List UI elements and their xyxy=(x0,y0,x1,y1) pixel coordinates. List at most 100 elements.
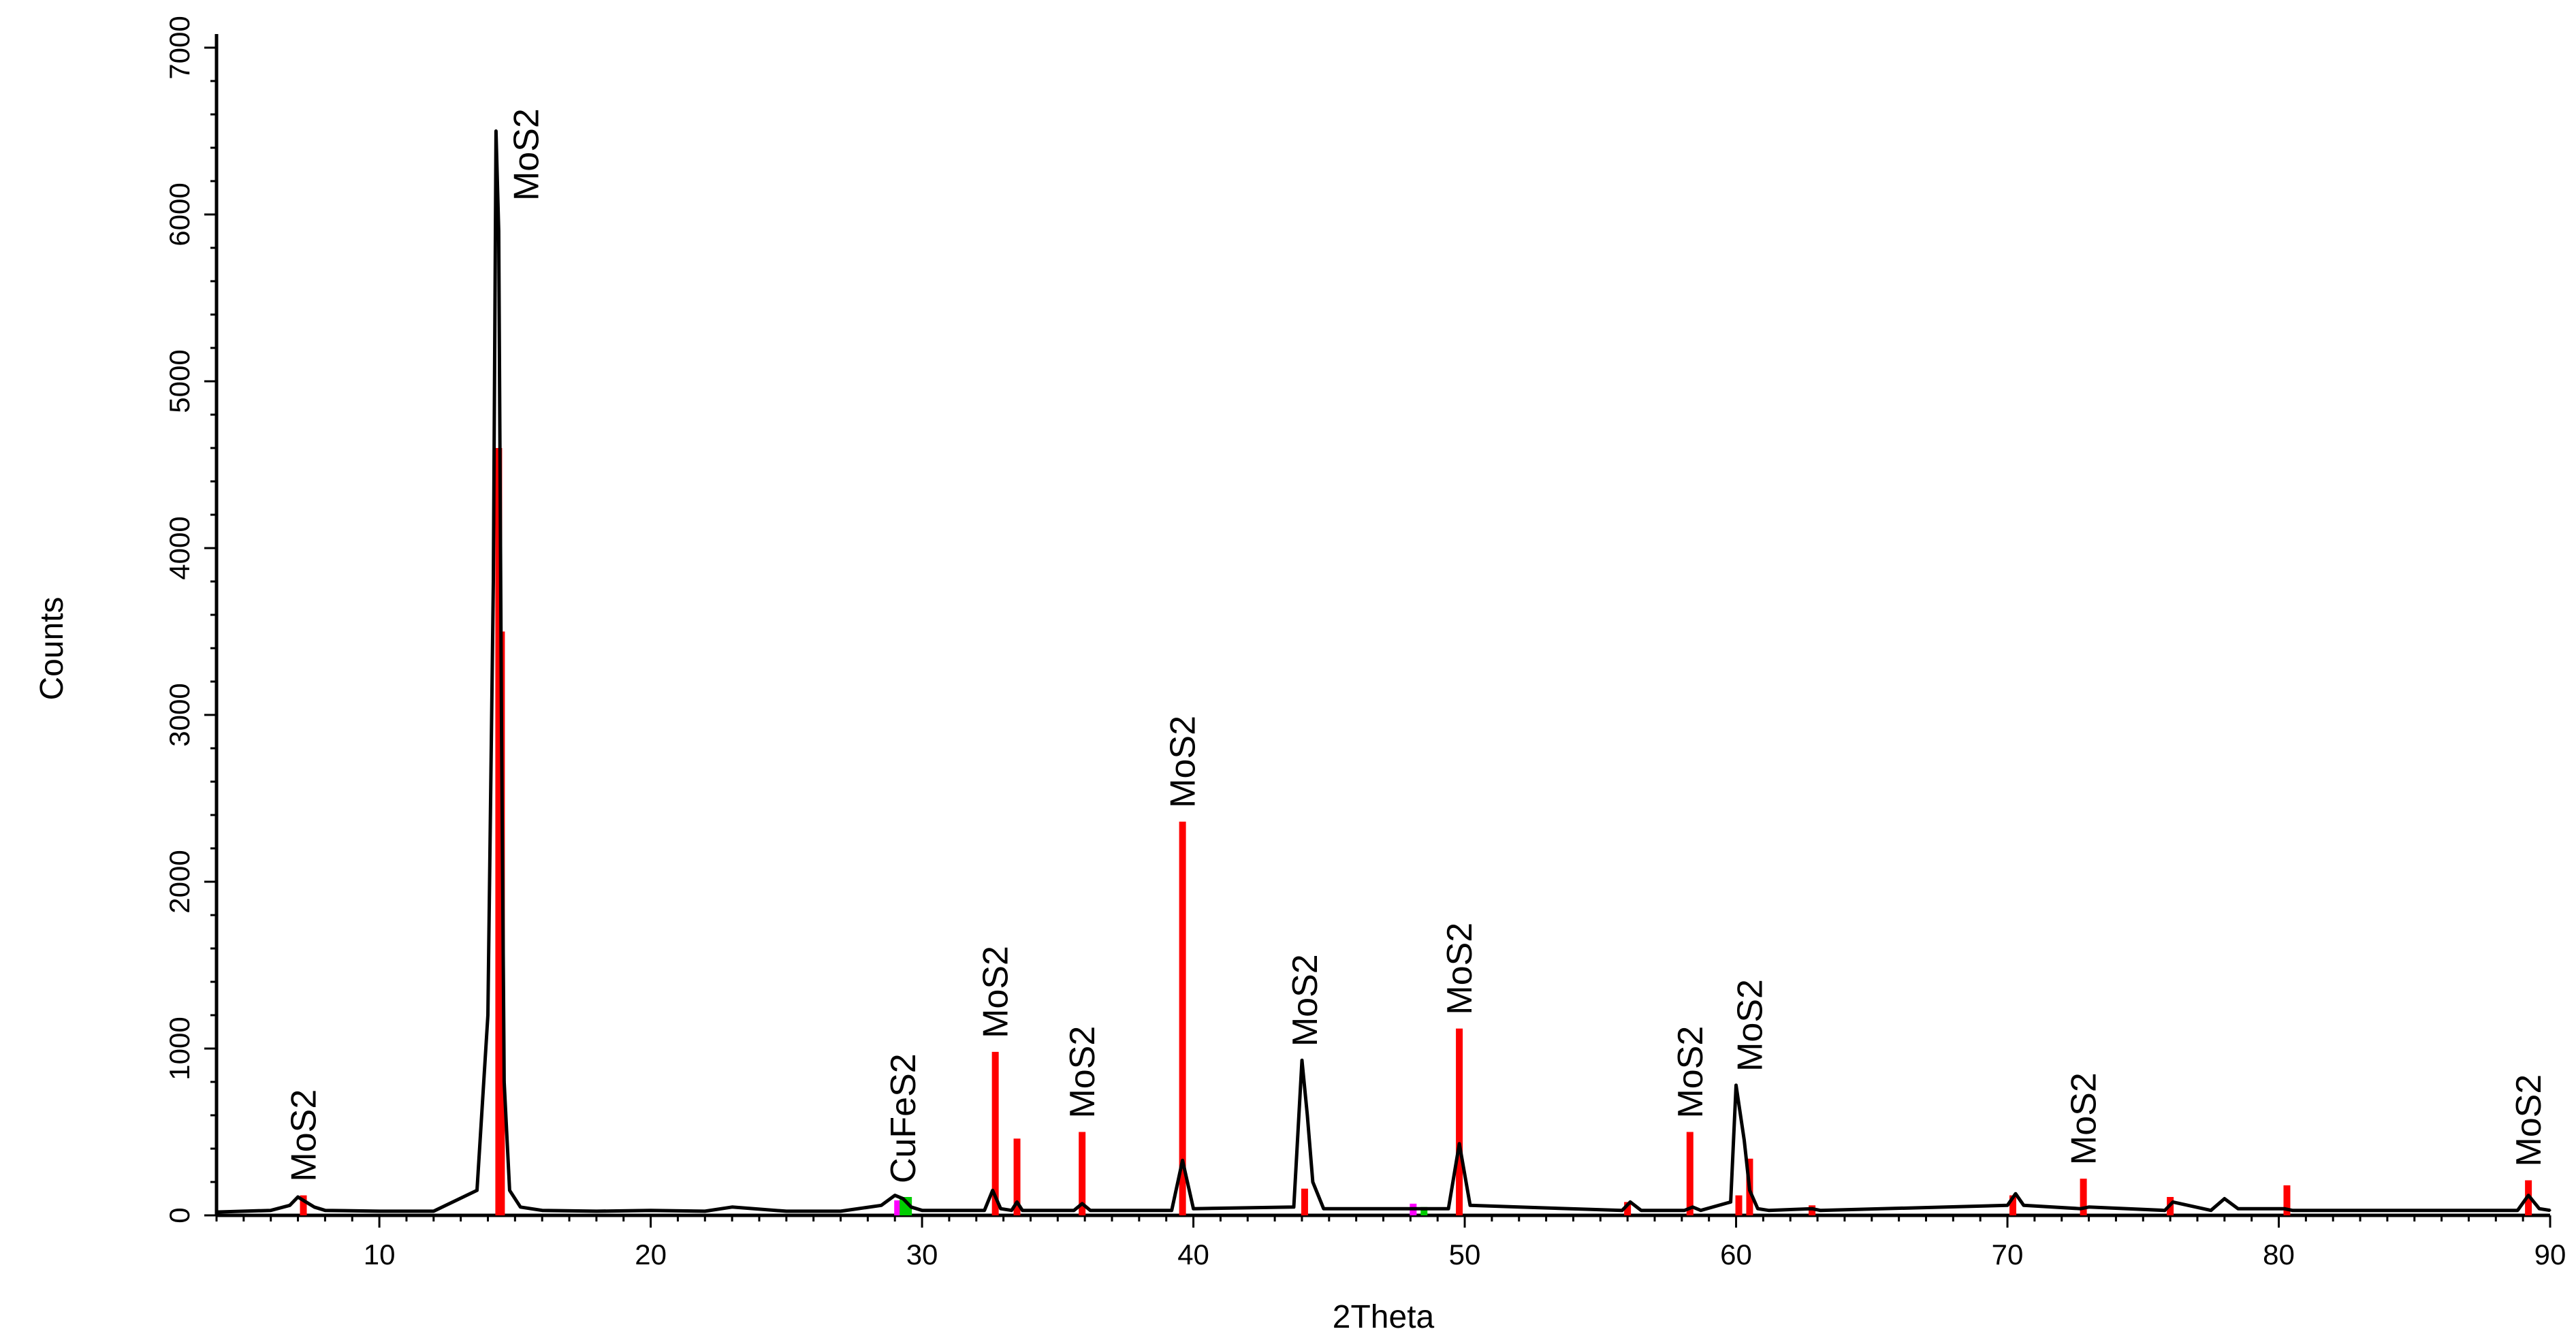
phase-annotation: MoS2 xyxy=(2065,1072,2104,1165)
pattern-point xyxy=(432,1210,435,1213)
pattern-point xyxy=(1171,1209,1173,1212)
y-tick-label: 1000 xyxy=(163,1017,195,1080)
pattern-point xyxy=(840,1210,842,1213)
reference-sticks xyxy=(300,448,2532,1215)
y-ticks: 0 1000 2000 3000 4000 5000 6000 7000 xyxy=(163,16,217,1224)
pattern-point xyxy=(1700,1209,1702,1212)
pattern-point xyxy=(1748,1189,1751,1192)
y-tick-label: 3000 xyxy=(163,683,195,746)
pattern-point xyxy=(1000,1207,1002,1210)
pattern-point xyxy=(2080,1207,2082,1210)
phase-annotation: MoS2 xyxy=(285,1089,324,1182)
x-tick-label: 40 xyxy=(1177,1239,1209,1271)
pattern-point xyxy=(910,1206,912,1209)
pattern-point xyxy=(508,1189,511,1192)
pattern-point xyxy=(983,1209,986,1212)
y-tick-label: 4000 xyxy=(163,516,195,579)
pattern-point xyxy=(650,1209,652,1212)
pattern-point xyxy=(378,1210,381,1213)
pattern-point xyxy=(494,130,497,132)
pattern-point xyxy=(2527,1194,2530,1197)
pattern-point xyxy=(1072,1209,1075,1212)
pattern-point xyxy=(313,1206,315,1209)
pattern-point xyxy=(595,1210,598,1213)
y-tick-label: 0 xyxy=(163,1207,195,1223)
pattern-point xyxy=(1306,1114,1309,1117)
x-tick-label: 20 xyxy=(635,1239,667,1271)
pattern-point xyxy=(1292,1206,1295,1209)
pattern-point xyxy=(2538,1207,2541,1210)
pattern-point xyxy=(1767,1209,1770,1212)
pattern-point xyxy=(1629,1200,1632,1203)
phase-annotation: MoS2 xyxy=(507,108,546,201)
phase-annotation: MoS2 xyxy=(1671,1026,1711,1119)
pattern-point xyxy=(1311,1181,1314,1183)
x-tick-label: 10 xyxy=(364,1239,396,1271)
pattern-point xyxy=(1021,1209,1024,1212)
pattern-point xyxy=(500,714,503,716)
pattern-point xyxy=(1518,1206,1521,1209)
phase-annotation: MoS2 xyxy=(2509,1074,2549,1167)
pattern-point xyxy=(703,1210,706,1213)
pattern-point xyxy=(1192,1207,1195,1210)
pattern-point xyxy=(302,1199,305,1202)
phase-annotation: CuFeS2 xyxy=(884,1053,923,1183)
pattern-point xyxy=(1458,1143,1461,1145)
pattern-point xyxy=(1081,1202,1083,1205)
pattern-point xyxy=(1756,1207,1759,1210)
pattern-point xyxy=(1322,1207,1325,1210)
x-tick-label: 30 xyxy=(906,1239,938,1271)
x-tick-label: 70 xyxy=(1992,1239,2024,1271)
pattern-point xyxy=(476,1189,479,1192)
pattern-point xyxy=(1683,1209,1686,1212)
x-tick-label: 50 xyxy=(1449,1239,1481,1271)
pattern-point xyxy=(1469,1204,1472,1207)
y-tick-label: 5000 xyxy=(163,349,195,413)
pattern-point xyxy=(1621,1209,1623,1212)
pattern-point xyxy=(2210,1209,2212,1212)
pattern-point xyxy=(1447,1207,1450,1210)
y-axis-label: Counts xyxy=(34,596,70,700)
pattern-point xyxy=(2088,1206,2090,1209)
pattern-point xyxy=(2163,1209,2166,1212)
pattern-point xyxy=(503,1081,505,1083)
pattern-point xyxy=(270,1209,272,1212)
phase-annotation: MoS2 xyxy=(1440,923,1480,1015)
pattern-point xyxy=(2291,1209,2293,1212)
y-tick-label: 2000 xyxy=(163,850,195,913)
annotations: MoS2 MoS2 CuFeS2 MoS2 MoS2 MoS2 MoS2 MoS2 MoS2 Mo… xyxy=(285,108,2549,1183)
pattern-point xyxy=(289,1204,291,1207)
pattern-point xyxy=(1011,1209,1013,1212)
pattern-point xyxy=(1089,1209,1092,1212)
x-tick-label: 60 xyxy=(1720,1239,1752,1271)
pattern-point xyxy=(2172,1200,2174,1203)
pattern-point xyxy=(902,1198,904,1200)
pattern-point xyxy=(893,1194,896,1197)
pattern-point xyxy=(2237,1207,2240,1210)
axes: 10 20 30 40 50 60 70 80 90 0 1000 2000 3000 4000 5000… xyxy=(163,16,2566,1271)
pattern-point xyxy=(541,1209,543,1212)
pattern-point xyxy=(492,580,494,583)
pattern-point xyxy=(2014,1192,2017,1195)
pattern-point xyxy=(486,1014,489,1017)
pattern-point xyxy=(1016,1200,1019,1203)
x-axis-label: 2Theta xyxy=(1333,1299,1435,1335)
y-tick-label: 6000 xyxy=(163,182,195,246)
y-tick-label: 7000 xyxy=(163,16,195,79)
series-group xyxy=(215,129,2551,1214)
pattern-point xyxy=(1743,1139,1745,1142)
pattern-point xyxy=(497,230,500,232)
pattern-point xyxy=(2549,1209,2551,1212)
pattern-point xyxy=(1730,1200,1732,1203)
pattern-point xyxy=(1735,1084,1738,1087)
pattern-point xyxy=(2022,1204,2025,1207)
pattern-point xyxy=(323,1209,326,1212)
pattern-point xyxy=(785,1210,788,1213)
x-ticks: 10 20 30 40 50 60 70 80 90 xyxy=(215,1215,2566,1271)
pattern-point xyxy=(2516,1209,2519,1212)
pattern-point xyxy=(1691,1206,1694,1209)
phase-annotation: MoS2 xyxy=(976,946,1016,1038)
pattern-point xyxy=(2283,1207,2285,1210)
x-tick-label: 90 xyxy=(2534,1239,2566,1271)
